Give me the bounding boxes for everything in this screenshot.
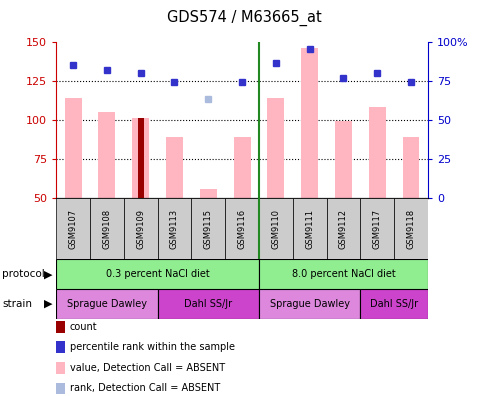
Bar <box>259 198 292 259</box>
Bar <box>267 98 284 198</box>
Bar <box>64 98 81 198</box>
Bar <box>157 198 191 259</box>
Bar <box>360 198 393 259</box>
Bar <box>402 137 419 198</box>
Bar <box>56 259 259 289</box>
Text: ▶: ▶ <box>43 269 52 279</box>
Bar <box>224 198 259 259</box>
Bar <box>157 289 259 319</box>
Text: Sprague Dawley: Sprague Dawley <box>67 299 146 309</box>
Text: GSM9110: GSM9110 <box>271 209 280 249</box>
Bar <box>98 112 115 198</box>
Text: GSM9118: GSM9118 <box>406 209 415 249</box>
Text: GDS574 / M63665_at: GDS574 / M63665_at <box>167 10 321 26</box>
Bar <box>123 198 157 259</box>
Text: GSM9115: GSM9115 <box>203 209 212 249</box>
Bar <box>368 107 385 198</box>
Text: percentile rank within the sample: percentile rank within the sample <box>70 342 234 352</box>
Bar <box>360 289 427 319</box>
Bar <box>90 198 123 259</box>
Text: Sprague Dawley: Sprague Dawley <box>269 299 349 309</box>
Text: GSM9107: GSM9107 <box>68 209 78 249</box>
Bar <box>191 198 224 259</box>
Bar <box>56 289 157 319</box>
Bar <box>138 118 143 198</box>
Bar <box>233 137 250 198</box>
Text: protocol: protocol <box>2 269 45 279</box>
Bar <box>259 289 360 319</box>
Bar <box>326 198 360 259</box>
Bar <box>334 121 351 198</box>
Text: count: count <box>70 322 97 332</box>
Bar <box>200 188 216 198</box>
Text: GSM9112: GSM9112 <box>338 209 347 249</box>
Text: Dahl SS/Jr: Dahl SS/Jr <box>369 299 417 309</box>
Text: GSM9108: GSM9108 <box>102 209 111 249</box>
Text: ▶: ▶ <box>43 299 52 309</box>
Bar <box>166 137 183 198</box>
Text: strain: strain <box>2 299 32 309</box>
Text: 0.3 percent NaCl diet: 0.3 percent NaCl diet <box>105 269 209 279</box>
Text: 8.0 percent NaCl diet: 8.0 percent NaCl diet <box>291 269 394 279</box>
Bar <box>301 48 317 198</box>
Bar <box>393 198 427 259</box>
Text: GSM9116: GSM9116 <box>237 209 246 249</box>
Text: GSM9111: GSM9111 <box>305 209 313 249</box>
Text: GSM9117: GSM9117 <box>372 209 381 249</box>
Bar <box>56 198 90 259</box>
Bar <box>259 259 427 289</box>
Text: Dahl SS/Jr: Dahl SS/Jr <box>184 299 232 309</box>
Text: GSM9109: GSM9109 <box>136 209 145 249</box>
Text: rank, Detection Call = ABSENT: rank, Detection Call = ABSENT <box>70 383 220 394</box>
Text: GSM9113: GSM9113 <box>170 209 179 249</box>
Bar <box>292 198 326 259</box>
Text: value, Detection Call = ABSENT: value, Detection Call = ABSENT <box>70 363 224 373</box>
Bar <box>132 118 149 198</box>
